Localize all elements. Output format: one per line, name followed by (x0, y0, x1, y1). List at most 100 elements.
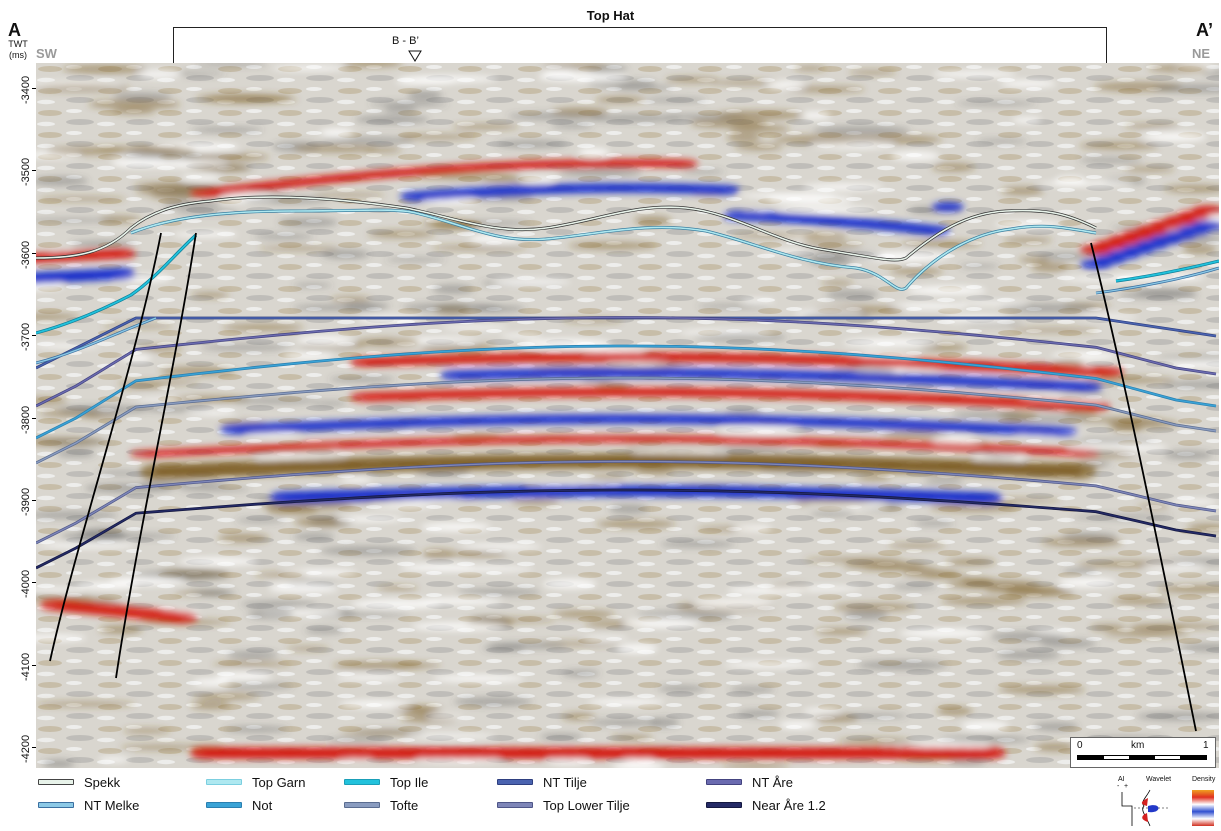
seismic-texture (779, 721, 816, 729)
seismic-texture (293, 533, 335, 541)
legend-label: Top Garn (252, 774, 306, 790)
seismic-texture (1063, 568, 1097, 576)
seismic-texture (649, 717, 680, 728)
seismic-texture (690, 118, 768, 129)
seismic-texture (138, 69, 181, 79)
seismic-texture (432, 284, 474, 295)
seismic-texture (38, 196, 127, 202)
seismic-texture (422, 549, 455, 559)
seismic-texture (938, 735, 1030, 744)
seismic-texture (857, 660, 948, 670)
section-end-direction: NE (1192, 46, 1211, 61)
seismic-texture (120, 744, 203, 750)
seismic-texture (729, 686, 775, 693)
seismic-texture (941, 597, 1028, 606)
seismic-texture (843, 561, 926, 570)
seismic-texture (1182, 245, 1217, 254)
seismic-texture (223, 726, 290, 733)
seismic-texture (181, 153, 270, 162)
seismic-texture (1037, 252, 1095, 260)
seismic-texture (329, 376, 395, 383)
seismic-texture (447, 550, 508, 557)
seismic-texture (726, 132, 761, 142)
section-end-label: A’ (1196, 20, 1214, 40)
seismic-texture (784, 86, 865, 93)
y-tick-label: -3500 (20, 158, 32, 187)
seismic-texture (1011, 117, 1042, 124)
seismic-texture (623, 618, 700, 628)
seismic-texture (561, 712, 596, 721)
seismic-texture (292, 283, 332, 288)
seismic-texture (1032, 722, 1079, 731)
seismic-texture (286, 646, 329, 651)
seismic-texture (96, 470, 147, 476)
seismic-texture (488, 642, 567, 650)
seismic-texture (568, 241, 657, 250)
seismic-texture (588, 475, 626, 480)
seismic-texture (665, 76, 719, 84)
seismic-texture (394, 78, 457, 85)
seismic-texture (253, 572, 308, 577)
y-tick-mark (32, 500, 36, 502)
y-tick-mark (32, 664, 36, 666)
seismic-texture (892, 302, 968, 310)
legend-swatch (344, 802, 380, 808)
seismic-texture (1158, 355, 1219, 361)
seismic-texture (561, 669, 600, 677)
legend-label: Near Åre 1.2 (752, 797, 826, 813)
seismic-texture (335, 675, 403, 681)
seismic-texture (432, 674, 525, 683)
seismic-texture (355, 337, 420, 347)
legend-swatch (497, 779, 533, 785)
seismic-texture (123, 728, 171, 734)
horizon-spekk (36, 196, 1097, 261)
seismic-texture (636, 611, 735, 621)
seismic-texture (1090, 624, 1126, 631)
seismic-texture (803, 708, 840, 714)
seismic-texture (120, 384, 164, 390)
seismic-texture (399, 134, 478, 140)
seismic-texture (1052, 357, 1084, 367)
seismic-texture (608, 504, 650, 514)
seismic-section[interactable] (36, 63, 1219, 768)
seismic-texture (596, 519, 676, 529)
seismic-texture (186, 410, 236, 416)
seismic-texture (368, 230, 435, 238)
seismic-texture (634, 215, 672, 226)
seismic-texture (936, 706, 973, 716)
seismic-texture (258, 246, 339, 251)
seismic-texture (890, 151, 940, 161)
seismic-texture (553, 610, 615, 618)
seismic-texture (496, 140, 568, 148)
seismic-texture (914, 520, 954, 526)
seismic-texture (36, 313, 80, 320)
legend-item: NT Melke (38, 796, 139, 814)
seismic-texture (475, 197, 535, 202)
seismic-texture (801, 183, 884, 191)
seismic-texture (246, 432, 299, 438)
seismic-texture (723, 661, 815, 668)
y-tick-label: -3600 (20, 240, 32, 269)
ai-plus: + (1124, 783, 1129, 790)
legend-label: Tofte (390, 797, 419, 813)
legend-swatch (497, 802, 533, 808)
horizon-nt-melke-east (1095, 267, 1219, 294)
seismic-texture (958, 301, 1028, 306)
seismic-texture (266, 504, 318, 515)
scale-bar-graphic (1077, 755, 1207, 760)
seismic-texture (810, 508, 855, 516)
seismic-texture (843, 610, 889, 620)
seismic-texture (410, 622, 505, 631)
seismic-texture (62, 64, 148, 74)
seismic-texture (58, 405, 145, 414)
y-tick-mark (32, 582, 36, 584)
seismic-reflector (1192, 205, 1219, 216)
seismic-texture (192, 678, 232, 687)
seismic-texture (932, 70, 1017, 78)
seismic-texture (188, 165, 246, 170)
seismic-texture (772, 135, 871, 145)
fault-east (1090, 242, 1197, 732)
y-tick-mark (32, 417, 36, 419)
seismic-texture (899, 628, 988, 638)
seismic-texture (589, 719, 661, 726)
